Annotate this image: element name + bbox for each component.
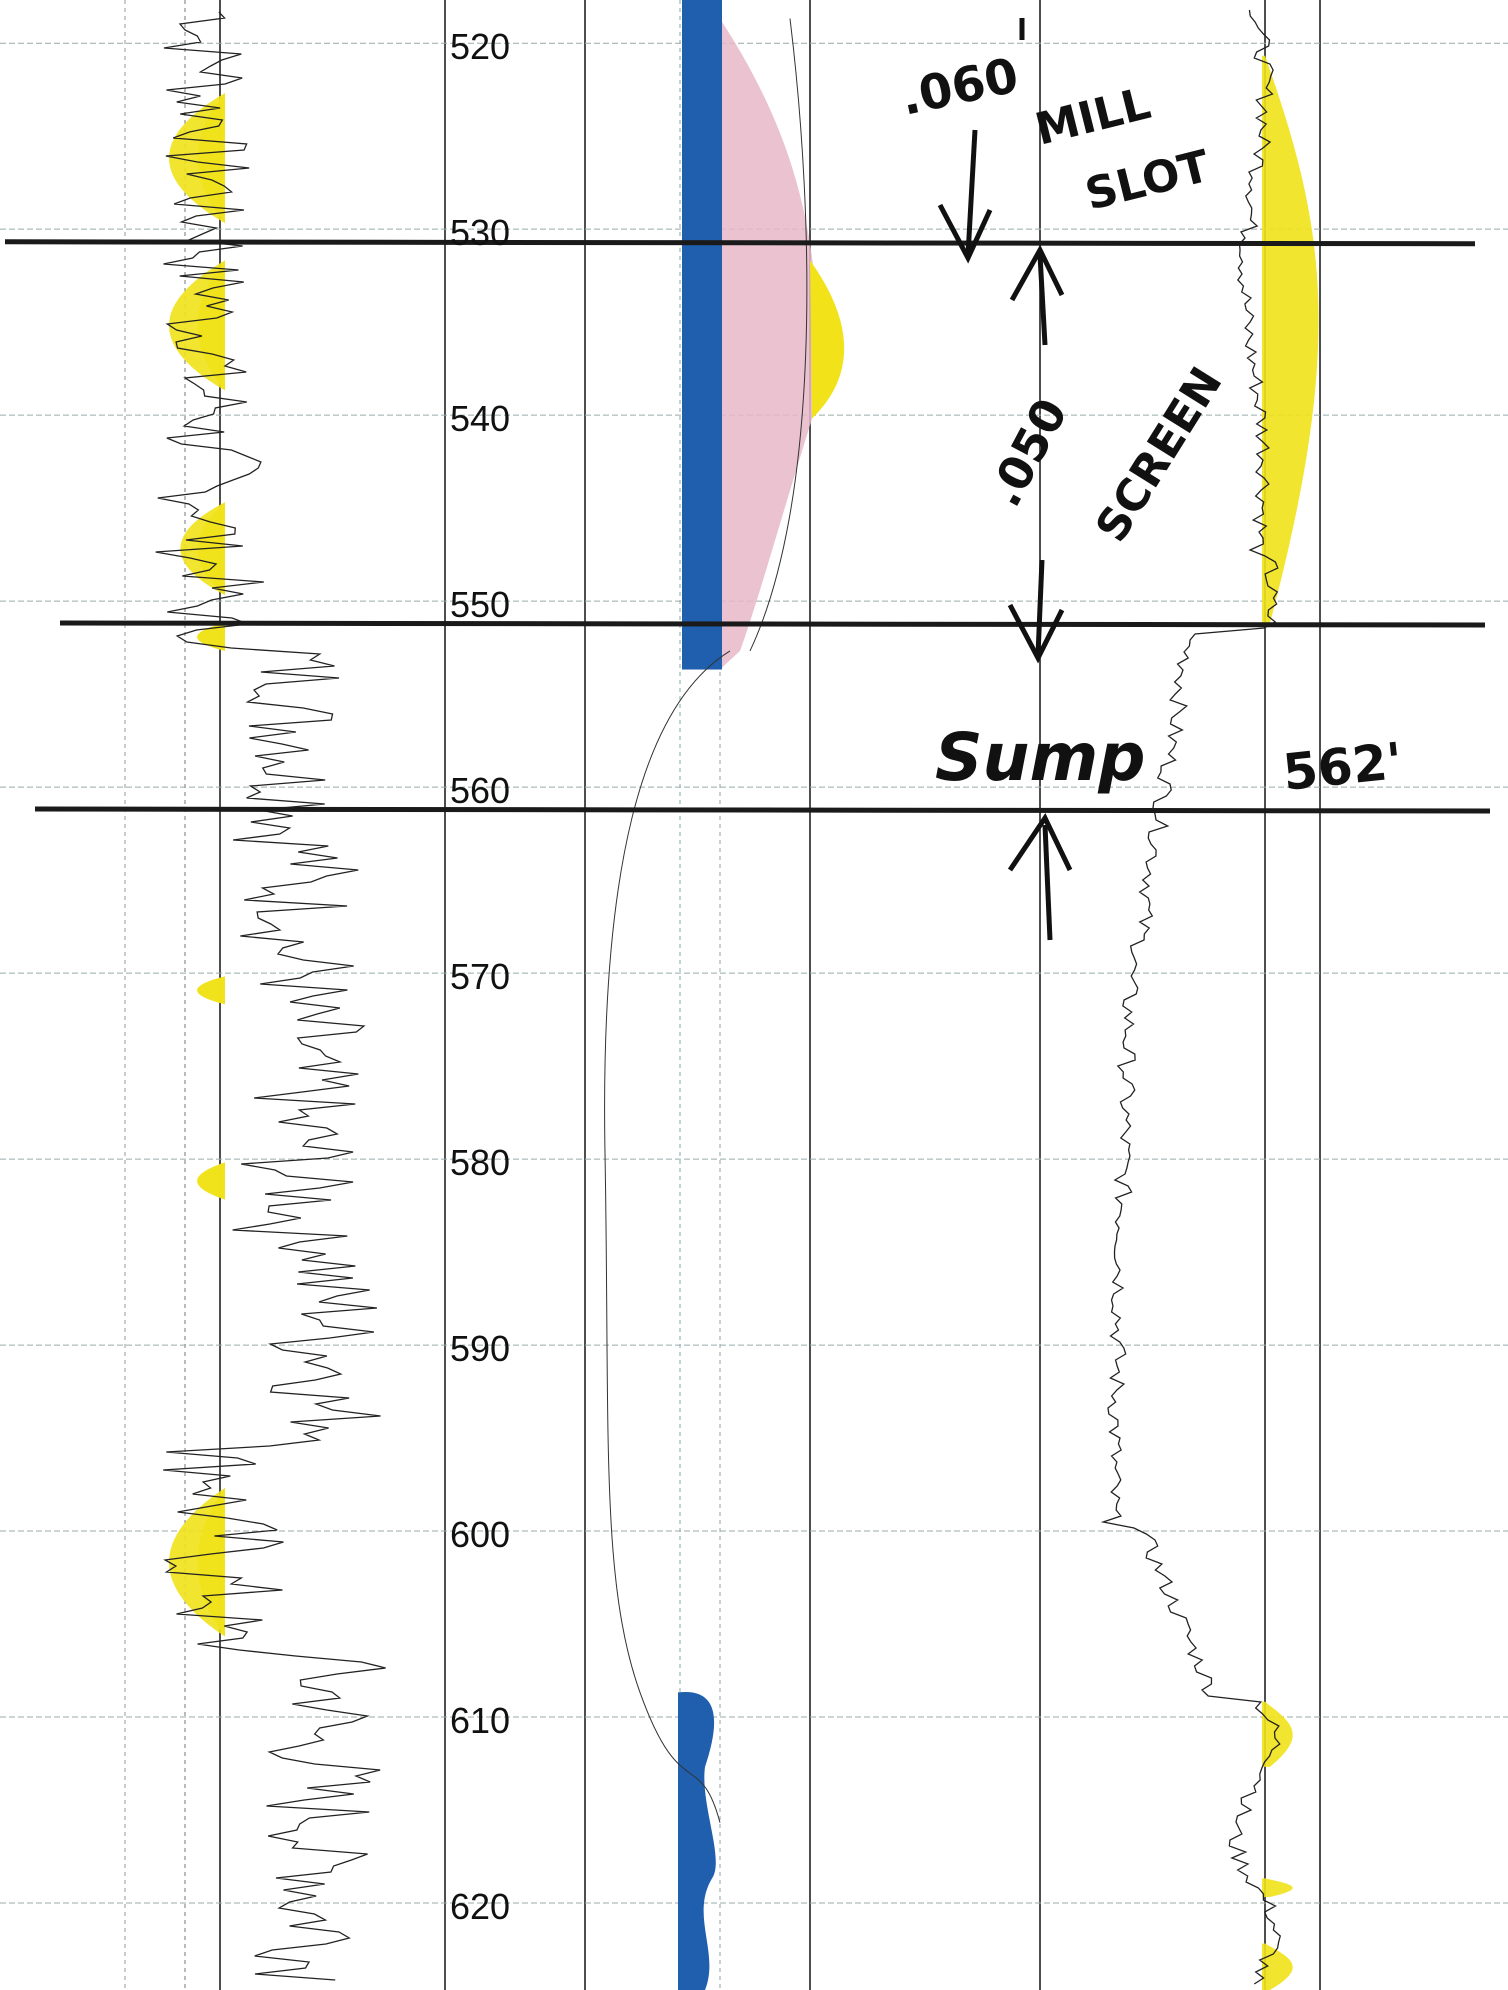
highlight-area — [197, 976, 225, 1005]
arrow-up-icon — [1009, 244, 1065, 346]
yellow-area — [1262, 1878, 1293, 1898]
blue-area — [682, 0, 722, 670]
highlight-area — [197, 1162, 225, 1200]
depth-tick-label: 600 — [450, 1514, 510, 1555]
highlight-area — [197, 260, 225, 391]
yellow-area — [1262, 1701, 1293, 1767]
depth-tick-label: 580 — [450, 1142, 510, 1183]
depth-tick-label: 530 — [450, 212, 510, 253]
arrow-down-icon — [1007, 559, 1065, 664]
depth-tick-label: 620 — [450, 1886, 510, 1927]
sump-depth-value: 562' — [1280, 732, 1405, 802]
arrow-down-icon — [937, 129, 993, 264]
highlight-area — [197, 1487, 225, 1637]
interval-line — [34, 806, 1491, 814]
track1-curve — [155, 11, 386, 1981]
track3-curve — [1100, 9, 1281, 1985]
pink-area — [720, 18, 818, 670]
track2-curve — [749, 18, 808, 652]
yellow-area — [810, 260, 845, 419]
curve-layer — [155, 9, 1281, 1985]
arrow-up-icon — [1007, 812, 1073, 941]
yellow-area — [1262, 55, 1319, 624]
interval-line — [59, 620, 1486, 628]
depth-labels: 520 530 540 550 560 570 580 590 600 610 620 — [450, 26, 510, 1927]
depth-tick-label: 590 — [450, 1328, 510, 1369]
sump-label: Sump — [935, 719, 1146, 796]
blue-area — [678, 1691, 716, 1990]
depth-tick-label: 560 — [450, 770, 510, 811]
depth-tick-label: 550 — [450, 584, 510, 625]
depth-tick-label: 520 — [450, 26, 510, 67]
interval-lines — [4, 239, 1491, 814]
depth-tick-label: 570 — [450, 956, 510, 997]
depth-tick-label: 540 — [450, 398, 510, 439]
track2-curve — [604, 650, 731, 1823]
depth-tick-label: 610 — [450, 1700, 510, 1741]
interval-line — [4, 239, 1476, 247]
